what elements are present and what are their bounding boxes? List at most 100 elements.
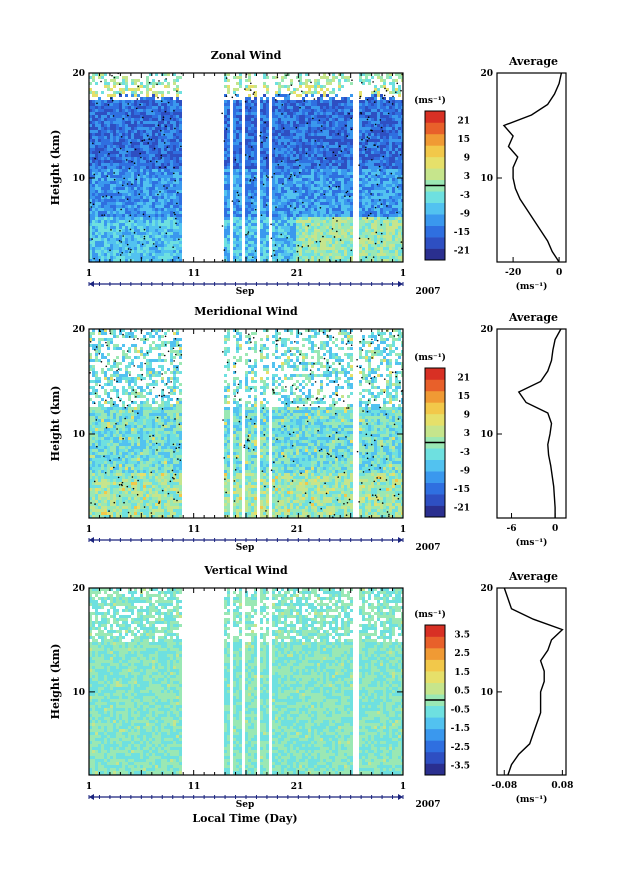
heatmap-cell: [239, 256, 242, 259]
heatmap-cell: [170, 241, 173, 244]
heatmap-cell: [272, 214, 275, 217]
heatmap-cell: [305, 121, 308, 124]
heatmap-cell: [128, 223, 131, 226]
heatmap-cell: [287, 130, 290, 133]
heatmap-cell: [263, 139, 266, 142]
heatmap-cell: [326, 118, 329, 121]
heatmap-cell: [320, 88, 323, 91]
heatmap-cell: [164, 100, 167, 103]
heatmap-cell: [89, 142, 92, 145]
heatmap-cell: [278, 136, 281, 139]
heatmap-cell: [311, 178, 314, 181]
heatmap-cell: [347, 244, 350, 247]
heatmap-cell: [365, 79, 368, 82]
heatmap-cell: [236, 130, 239, 133]
heatmap-cell: [284, 214, 287, 217]
heatmap-cell: [350, 115, 353, 118]
heatmap-cell: [371, 256, 374, 259]
heatmap-cell: [323, 121, 326, 124]
heatmap-cell: [155, 214, 158, 217]
heatmap-cell: [116, 121, 119, 124]
heatmap-cell: [275, 145, 278, 148]
heatmap-cell: [122, 175, 125, 178]
heatmap-cell: [245, 229, 248, 232]
heatmap-cell: [344, 220, 347, 223]
heatmap-cell: [152, 193, 155, 196]
heatmap-cell: [317, 133, 320, 136]
heatmap-cell: [134, 253, 137, 256]
heatmap-cell: [359, 160, 362, 163]
heatmap-cell: [347, 109, 350, 112]
heatmap-cell: [338, 100, 341, 103]
heatmap-cell: [278, 190, 281, 193]
heatmap-cell: [299, 250, 302, 253]
heatmap-cell: [98, 193, 101, 196]
heatmap-cell: [362, 145, 365, 148]
heatmap-cell: [299, 73, 302, 76]
heatmap-cell: [89, 250, 92, 253]
heatmap-cell: [98, 253, 101, 256]
heatmap-cell: [167, 232, 170, 235]
heatmap-cell: [119, 115, 122, 118]
heatmap-cell: [236, 100, 239, 103]
heatmap-cell: [305, 187, 308, 190]
heatmap-cell: [266, 250, 269, 253]
heatmap-cell: [101, 115, 104, 118]
heatmap-cell: [305, 85, 308, 88]
heatmap-cell: [383, 199, 386, 202]
heatmap-cell: [299, 172, 302, 175]
heatmap-cell: [317, 217, 320, 220]
heatmap-cell: [296, 148, 299, 151]
heatmap-cell: [362, 169, 365, 172]
heatmap-cell: [239, 82, 242, 85]
heatmap-cell: [347, 127, 350, 130]
heatmap-cell: [113, 91, 116, 94]
heatmap-cell: [173, 106, 176, 109]
heatmap-cell: [275, 259, 278, 262]
heatmap-cell: [149, 214, 152, 217]
heatmap-cell: [341, 235, 344, 238]
heatmap-cell: [158, 91, 161, 94]
heatmap-cell: [251, 220, 254, 223]
heatmap-cell: [320, 103, 323, 106]
heatmap-cell: [233, 259, 236, 262]
heatmap-cell: [365, 136, 368, 139]
heatmap-cell: [305, 184, 308, 187]
heatmap-cell: [278, 187, 281, 190]
heatmap-cell: [131, 79, 134, 82]
heatmap-cell: [137, 202, 140, 205]
heatmap-cell: [281, 250, 284, 253]
heatmap-cell: [272, 190, 275, 193]
heatmap-cell: [101, 202, 104, 205]
heatmap-cell: [119, 214, 122, 217]
heatmap-cell: [323, 214, 326, 217]
heatmap-cell: [281, 94, 284, 97]
heatmap-cell: [167, 178, 170, 181]
heatmap-cell: [299, 79, 302, 82]
heatmap-cell: [113, 223, 116, 226]
heatmap-cell: [287, 136, 290, 139]
heatmap-cell: [119, 244, 122, 247]
heatmap-cell: [386, 259, 389, 262]
heatmap-cell: [236, 88, 239, 91]
heatmap-cell: [284, 178, 287, 181]
heatmap-cell: [116, 226, 119, 229]
heatmap-cell: [278, 253, 281, 256]
heatmap-cell: [254, 202, 257, 205]
heatmap-cell: [248, 241, 251, 244]
heatmap-cell: [89, 256, 92, 259]
heatmap-cell: [395, 175, 398, 178]
heatmap-cell: [293, 202, 296, 205]
heatmap-cell: [323, 157, 326, 160]
heatmap-cell: [314, 127, 317, 130]
heatmap-cell: [398, 154, 401, 157]
heatmap-cell: [329, 100, 332, 103]
heatmap-cell: [287, 73, 290, 76]
heatmap-cell: [275, 202, 278, 205]
heatmap-cell: [389, 97, 392, 100]
heatmap-cell: [107, 253, 110, 256]
heatmap-cell: [248, 88, 251, 91]
heatmap-cell: [107, 133, 110, 136]
heatmap-cell: [113, 136, 116, 139]
heatmap-cell: [245, 175, 248, 178]
